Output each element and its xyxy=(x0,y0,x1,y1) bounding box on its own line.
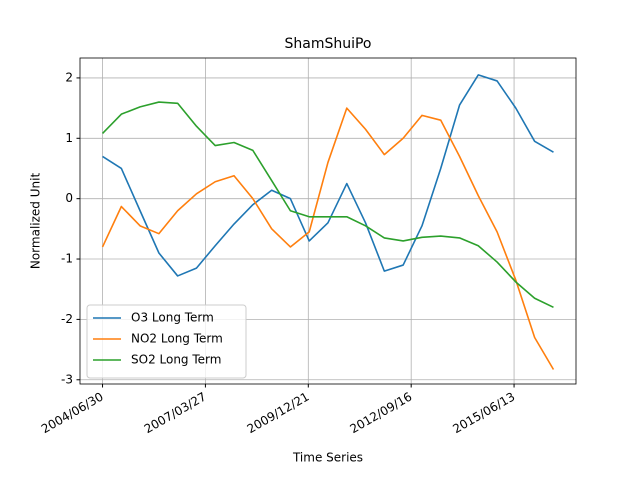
line-series xyxy=(101,101,554,309)
y-tick-label: -3 xyxy=(61,372,73,386)
legend-label: SO2 Long Term xyxy=(131,353,221,367)
legend-label: NO2 Long Term xyxy=(131,332,223,346)
y-tick-label: -2 xyxy=(61,312,73,326)
x-axis-label: Time Series xyxy=(292,451,363,465)
y-tick-label: 0 xyxy=(65,191,73,205)
axes-frame xyxy=(79,57,577,385)
line-series xyxy=(101,107,555,370)
y-tick-label: -1 xyxy=(61,252,73,266)
y-axis-label: Normalized Unit xyxy=(29,173,43,270)
line-series xyxy=(102,74,554,277)
legend-label: O3 Long Term xyxy=(131,311,214,325)
legend-box xyxy=(86,304,247,379)
y-tick-label: 2 xyxy=(65,70,73,84)
y-tick-label: 1 xyxy=(65,131,73,145)
chart-title: ShamShuiPo xyxy=(284,36,371,52)
legend: O3 Long Term NO2 Long Term SO2 Long Term xyxy=(86,304,247,379)
